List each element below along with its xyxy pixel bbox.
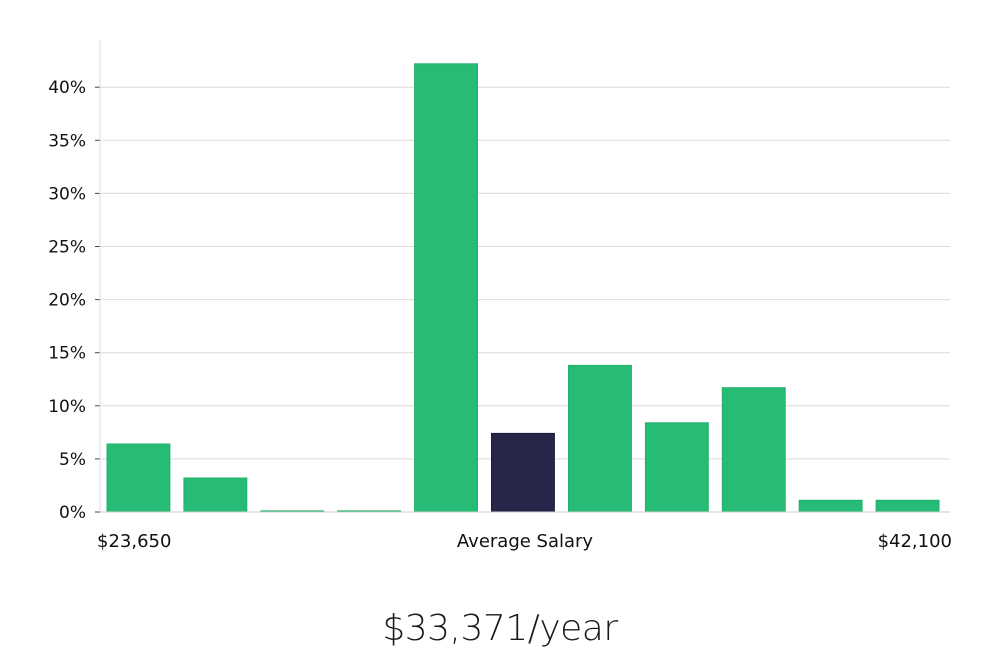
y-tick-label-0: 0% bbox=[59, 503, 86, 523]
bar-bin-5 bbox=[414, 63, 479, 513]
x-axis-labels: $23,650 Average Salary $42,100 bbox=[97, 531, 952, 552]
axes bbox=[99, 40, 950, 513]
bar-bin-7 bbox=[568, 364, 632, 513]
bar-bin-9 bbox=[721, 387, 786, 513]
y-axis-ticks: 0% 5% 10% 15% 20% 25% 30% 35% 40% bbox=[48, 78, 100, 523]
bars bbox=[106, 63, 940, 513]
average-salary-value: $33,371/year bbox=[382, 608, 618, 649]
histogram-svg: 0% 5% 10% 15% 20% 25% 30% 35% 40% $23,650 Averag… bbox=[48, 40, 952, 552]
y-tick-label-40: 40% bbox=[48, 78, 86, 98]
bar-bin-8 bbox=[644, 422, 709, 513]
bar-bin-11 bbox=[875, 499, 940, 513]
y-tick-label-5: 5% bbox=[59, 450, 86, 470]
x-label-min: $23,650 bbox=[97, 531, 171, 552]
bar-average-salary bbox=[491, 432, 555, 513]
x-label-max: $42,100 bbox=[878, 531, 952, 552]
gridlines bbox=[100, 86, 950, 460]
y-tick-label-20: 20% bbox=[48, 291, 86, 311]
bar-bin-10 bbox=[798, 499, 863, 513]
y-tick-label-35: 35% bbox=[48, 131, 86, 151]
bar-bin-1 bbox=[106, 443, 171, 513]
bar-bin-2 bbox=[183, 477, 248, 513]
y-tick-label-15: 15% bbox=[48, 344, 86, 364]
y-tick-label-25: 25% bbox=[48, 238, 86, 258]
y-tick-label-30: 30% bbox=[48, 184, 86, 204]
x-label-average: Average Salary bbox=[457, 531, 594, 552]
y-tick-label-10: 10% bbox=[48, 397, 86, 417]
